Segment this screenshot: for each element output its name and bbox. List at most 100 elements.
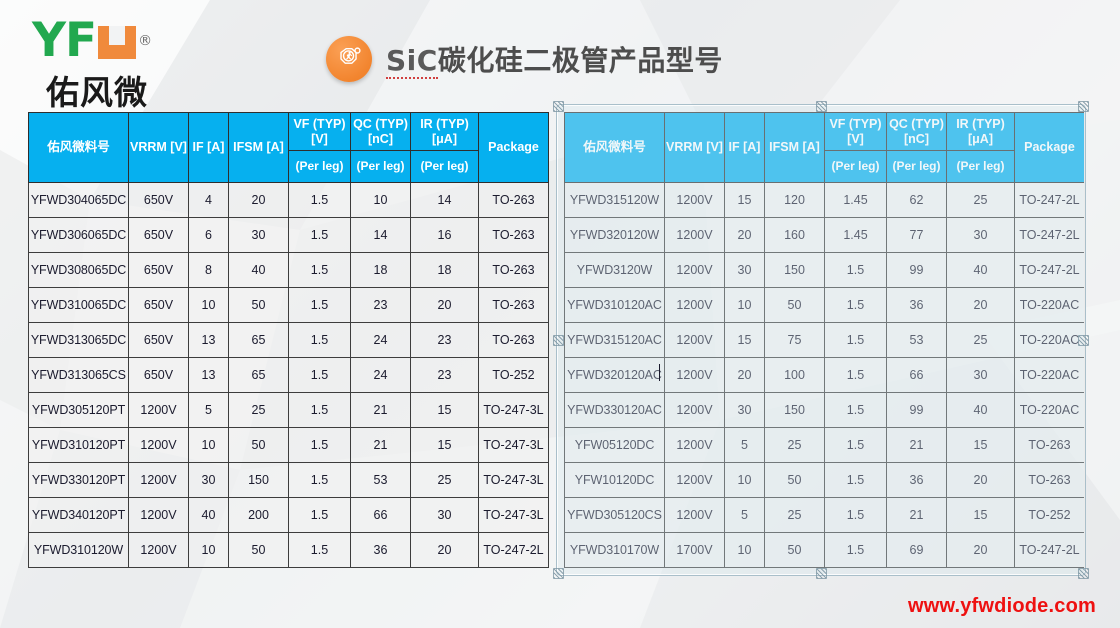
cell-vf[interactable]: 1.5	[288, 497, 351, 533]
cell-pkg[interactable]: TO-263	[1014, 462, 1085, 498]
cell-if[interactable]: 10	[724, 287, 765, 323]
cell-qc[interactable]: 53	[350, 462, 411, 498]
cell-ifsm[interactable]: 25	[228, 392, 289, 428]
cell-vf[interactable]: 1.5	[288, 252, 351, 288]
cell-qc[interactable]: 66	[350, 497, 411, 533]
cell-part[interactable]: YFWD330120AC	[564, 392, 665, 428]
cell-ir[interactable]: 16	[410, 217, 479, 253]
cell-pkg[interactable]: TO-247-3L	[478, 497, 549, 533]
cell-ir[interactable]: 23	[410, 357, 479, 393]
table-row[interactable]: YFWD308065DC 650V 8 40 1.5 18 18 TO-263	[28, 252, 549, 288]
cell-vrrm[interactable]: 1200V	[664, 392, 725, 428]
cell-ir[interactable]: 20	[946, 532, 1015, 568]
cell-qc[interactable]: 24	[350, 357, 411, 393]
cell-ifsm[interactable]: 50	[764, 462, 825, 498]
cell-vrrm[interactable]: 1200V	[128, 427, 189, 463]
cell-vf[interactable]: 1.5	[824, 392, 887, 428]
table-row[interactable]: YFWD313065DC 650V 13 65 1.5 24 23 TO-263	[28, 322, 549, 358]
cell-part[interactable]: YFWD3120W	[564, 252, 665, 288]
cell-ifsm[interactable]: 20	[228, 182, 289, 218]
cell-qc[interactable]: 62	[886, 182, 947, 218]
cell-vf[interactable]: 1.45	[824, 182, 887, 218]
cell-ifsm[interactable]: 50	[764, 287, 825, 323]
cell-pkg[interactable]: TO-247-3L	[478, 392, 549, 428]
cell-if[interactable]: 13	[188, 322, 229, 358]
cell-if[interactable]: 5	[724, 427, 765, 463]
cell-ifsm[interactable]: 150	[764, 252, 825, 288]
cell-vf[interactable]: 1.5	[824, 462, 887, 498]
cell-vf[interactable]: 1.5	[824, 497, 887, 533]
cell-vrrm[interactable]: 1200V	[128, 392, 189, 428]
left-spec-table[interactable]: 佑风微料号 VRRM [V] IF [A] IFSM [A] VF (TYP) …	[28, 112, 549, 568]
cell-pkg[interactable]: TO-263	[478, 252, 549, 288]
table-row[interactable]: YFWD330120PT 1200V 30 150 1.5 53 25 TO-247-3L	[28, 462, 549, 498]
cell-ifsm[interactable]: 50	[228, 427, 289, 463]
cell-vf[interactable]: 1.5	[824, 427, 887, 463]
right-table-body[interactable]: YFWD315120W 1200V 15 120 1.45 62 25 TO-247-2L YF…	[564, 182, 1085, 568]
cell-part[interactable]: YFWD330120PT	[28, 462, 129, 498]
cell-pkg[interactable]: TO-263	[478, 182, 549, 218]
cell-ifsm[interactable]: 75	[764, 322, 825, 358]
cell-ifsm[interactable]: 50	[228, 287, 289, 323]
cell-vf[interactable]: 1.5	[824, 287, 887, 323]
cell-part[interactable]: YFW05120DC	[564, 427, 665, 463]
cell-if[interactable]: 10	[724, 532, 765, 568]
cell-vrrm[interactable]: 1200V	[128, 497, 189, 533]
cell-ifsm[interactable]: 160	[764, 217, 825, 253]
cell-vf[interactable]: 1.5	[288, 392, 351, 428]
cell-qc[interactable]: 36	[350, 532, 411, 568]
cell-vf[interactable]: 1.5	[824, 252, 887, 288]
cell-part[interactable]: YFWD308065DC	[28, 252, 129, 288]
cell-ir[interactable]: 20	[410, 532, 479, 568]
cell-part[interactable]: YFWD315120AC	[564, 322, 665, 358]
cell-vf[interactable]: 1.5	[288, 217, 351, 253]
cell-pkg[interactable]: TO-247-2L	[1014, 182, 1085, 218]
cell-ir[interactable]: 25	[946, 182, 1015, 218]
cell-ifsm[interactable]: 50	[764, 532, 825, 568]
cell-pkg[interactable]: TO-263	[478, 217, 549, 253]
cell-ir[interactable]: 20	[410, 287, 479, 323]
cell-if[interactable]: 30	[188, 462, 229, 498]
cell-vrrm[interactable]: 1200V	[664, 427, 725, 463]
cell-part[interactable]: YFWD315120W	[564, 182, 665, 218]
cell-if[interactable]: 8	[188, 252, 229, 288]
cell-part[interactable]: YFWD306065DC	[28, 217, 129, 253]
cell-qc[interactable]: 99	[886, 252, 947, 288]
right-spec-table-wrapper[interactable]: 佑风微料号 VRRM [V] IF [A] IFSM [A] VF (TYP) …	[564, 112, 1085, 568]
cell-vrrm[interactable]: 1200V	[664, 252, 725, 288]
cell-ir[interactable]: 25	[410, 462, 479, 498]
cell-ifsm[interactable]: 25	[764, 497, 825, 533]
cell-part[interactable]: YFWD313065DC	[28, 322, 129, 358]
cell-qc[interactable]: 23	[350, 287, 411, 323]
cell-qc[interactable]: 21	[350, 427, 411, 463]
cell-vf[interactable]: 1.5	[288, 462, 351, 498]
cell-qc[interactable]: 36	[886, 287, 947, 323]
table-row[interactable]: YFWD305120PT 1200V 5 25 1.5 21 15 TO-247-3L	[28, 392, 549, 428]
cell-ir[interactable]: 18	[410, 252, 479, 288]
cell-if[interactable]: 4	[188, 182, 229, 218]
cell-vrrm[interactable]: 1200V	[664, 287, 725, 323]
cell-pkg[interactable]: TO-247-2L	[1014, 532, 1085, 568]
table-row[interactable]: YFWD315120W 1200V 15 120 1.45 62 25 TO-247-2L	[564, 182, 1085, 218]
cell-pkg[interactable]: TO-252	[478, 357, 549, 393]
cell-ir[interactable]: 15	[946, 427, 1015, 463]
cell-qc[interactable]: 69	[886, 532, 947, 568]
cell-vrrm[interactable]: 650V	[128, 322, 189, 358]
cell-pkg[interactable]: TO-247-3L	[478, 462, 549, 498]
cell-ir[interactable]: 30	[946, 357, 1015, 393]
cell-vrrm[interactable]: 1200V	[664, 497, 725, 533]
table-row[interactable]: YFWD3120W 1200V 30 150 1.5 99 40 TO-247-2L	[564, 252, 1085, 288]
cell-if[interactable]: 30	[724, 392, 765, 428]
cell-part[interactable]: YFWD313065CS	[28, 357, 129, 393]
cell-part[interactable]: YFWD304065DC	[28, 182, 129, 218]
cell-ir[interactable]: 15	[410, 392, 479, 428]
cell-ifsm[interactable]: 50	[228, 532, 289, 568]
cell-pkg[interactable]: TO-247-2L	[478, 532, 549, 568]
table-row[interactable]: YFWD330120AC 1200V 30 150 1.5 99 40 TO-220AC	[564, 392, 1085, 428]
cell-part[interactable]: YFWD305120PT	[28, 392, 129, 428]
cell-if[interactable]: 20	[724, 357, 765, 393]
cell-pkg[interactable]: TO-263	[478, 322, 549, 358]
table-row[interactable]: YFWD310120W 1200V 10 50 1.5 36 20 TO-247-2L	[28, 532, 549, 568]
cell-vrrm[interactable]: 1200V	[128, 462, 189, 498]
table-row[interactable]: YFWD320120W 1200V 20 160 1.45 77 30 TO-247-2L	[564, 217, 1085, 253]
